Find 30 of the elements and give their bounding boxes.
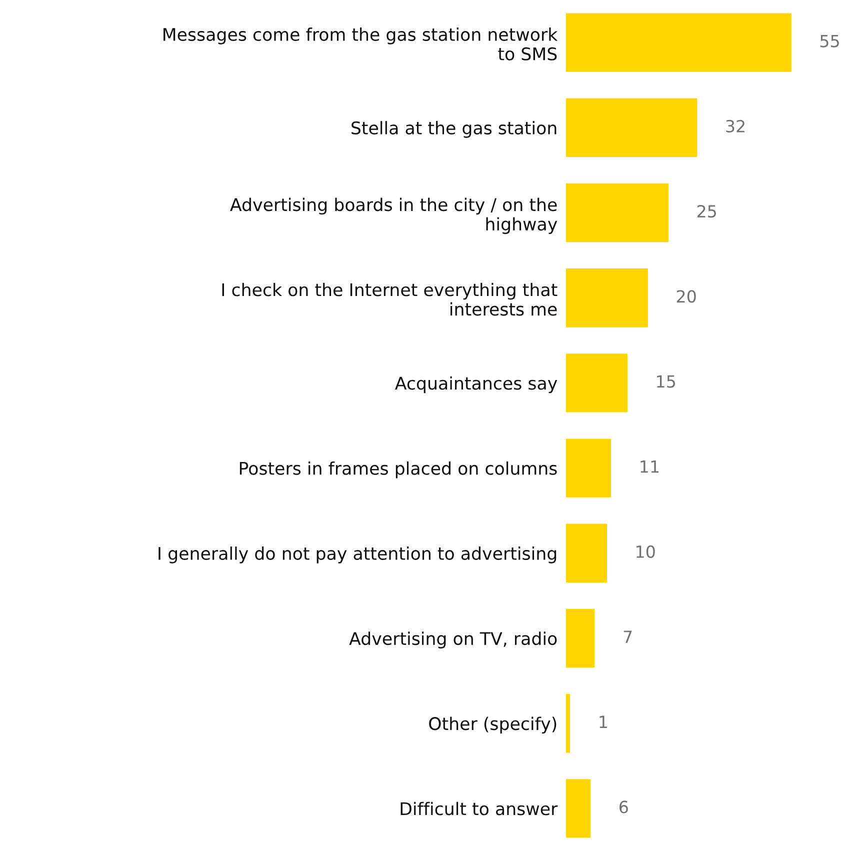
bar [566,524,607,583]
bar [566,13,792,72]
bar [566,779,591,838]
bar [566,268,648,328]
bar [566,438,612,498]
y-tick-label: Advertising boards in the city / on the highway [230,198,558,234]
y-tick-label: I check on the Internet everything that interests me [222,282,558,316]
y-tick-label: Messages come from the gas station network to SMS [164,28,558,60]
data-label: 15 [657,375,675,388]
data-label: 1 [600,716,607,728]
bar [566,694,570,753]
y-tick-label: Acquaintances say [395,376,558,394]
data-label: 6 [620,800,628,814]
bar [566,354,628,412]
data-label: 11 [640,460,659,473]
data-label: 10 [636,545,655,558]
data-label: 7 [624,630,632,643]
data-label: 20 [676,290,696,303]
y-tick-label: Posters in frames placed on columns [240,461,557,478]
y-tick-label: Stella at the gas station [352,121,556,138]
data-label: 25 [697,204,716,218]
bar [566,183,668,242]
y-tick-label: I generally do not pay attention to advertising [158,546,556,564]
bar [566,608,595,668]
data-label: 55 [820,35,839,48]
y-tick-label: Difficult to answer [400,802,558,816]
y-tick-label: Advertising on TV, radio [349,632,557,648]
data-label: 32 [726,120,744,132]
bar [566,98,698,158]
y-tick-label: Other (specify) [429,716,556,734]
